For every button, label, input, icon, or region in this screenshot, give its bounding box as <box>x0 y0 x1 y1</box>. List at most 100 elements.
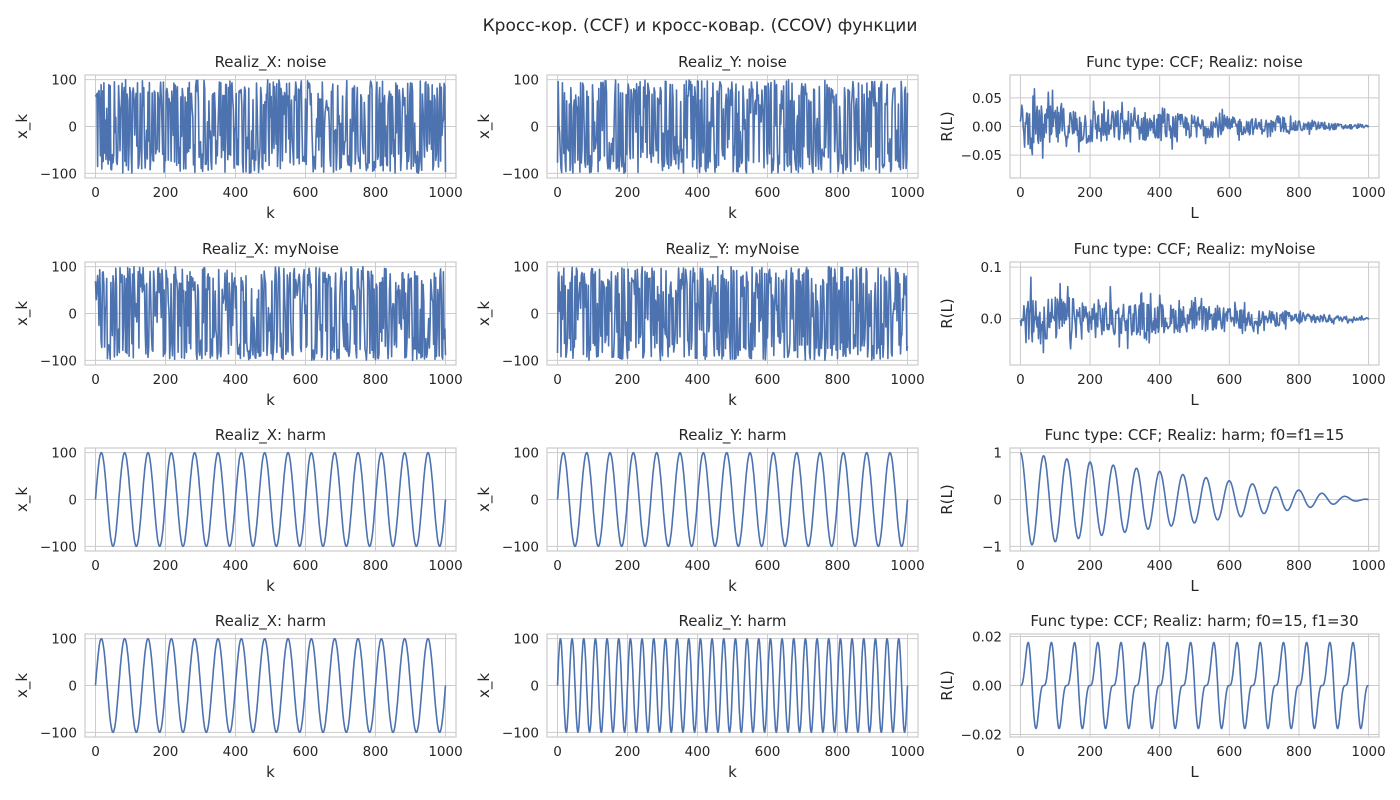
x-tick-label: 600 <box>755 185 781 201</box>
subplot-3: 0 200 400 600 800 1000 0.05 0.00 −0.05 Func type:… <box>938 53 1386 222</box>
x-tick-label: 0 <box>1016 744 1025 760</box>
x-tick-label: 400 <box>223 185 249 201</box>
x-axis-label: k <box>728 204 737 222</box>
subplot-title: Func type: CCF; Realiz: myNoise <box>1074 240 1316 258</box>
x-tick-label: 200 <box>615 372 641 388</box>
y-tick-label: −0.02 <box>961 728 1002 744</box>
x-tick-label: 1000 <box>428 558 462 574</box>
x-tick-label: 600 <box>755 372 781 388</box>
subplot-title: Realiz_X: myNoise <box>202 240 339 259</box>
subplot-title: Realiz_Y: harm <box>678 612 786 631</box>
x-tick-label: 800 <box>825 185 851 201</box>
x-tick-label: 800 <box>825 372 851 388</box>
subplot-12: 0 200 400 600 800 1000 0.02 0.00 −0.02 Func type:… <box>938 612 1386 781</box>
x-tick-label: 800 <box>825 744 851 760</box>
y-tick-label: 100 <box>51 73 77 89</box>
x-tick-label: 0 <box>91 185 100 201</box>
series-line <box>556 79 909 175</box>
x-tick-label: 200 <box>153 558 179 574</box>
y-tick-label: −100 <box>40 539 77 555</box>
series-line <box>94 451 447 548</box>
subplot-title: Realiz_Y: noise <box>678 53 787 72</box>
x-tick-label: 200 <box>1077 744 1103 760</box>
x-tick-label: 600 <box>1216 185 1242 201</box>
y-tick-label: 100 <box>513 73 539 89</box>
figure-suptitle: Кросс-кор. (CCF) и кросс-ковар. (CCOV) ф… <box>483 16 918 36</box>
x-axis-label: k <box>266 204 275 222</box>
x-tick-label: 200 <box>153 185 179 201</box>
y-tick-label: 100 <box>51 632 77 648</box>
x-tick-label: 800 <box>363 372 389 388</box>
subplot-title: Realiz_X: harm <box>215 426 326 445</box>
subplot-title: Func type: CCF; Realiz: harm; f0=15, f1=… <box>1030 612 1358 630</box>
x-tick-label: 600 <box>1216 558 1242 574</box>
x-tick-label: 1000 <box>890 558 924 574</box>
x-tick-label: 0 <box>1016 558 1025 574</box>
x-axis-label: L <box>1190 763 1199 781</box>
x-tick-label: 0 <box>1016 185 1025 201</box>
x-tick-label: 600 <box>755 558 781 574</box>
subplot-6: 0 200 400 600 800 1000 0.1 0.0 Func type: CCF; R… <box>938 240 1386 409</box>
x-tick-label: 1000 <box>428 185 462 201</box>
x-tick-label: 400 <box>1147 185 1173 201</box>
series-line <box>1019 88 1370 159</box>
x-tick-label: 800 <box>363 558 389 574</box>
x-tick-label: 1000 <box>890 185 924 201</box>
x-tick-label: 600 <box>293 744 319 760</box>
y-axis-label: x_k <box>475 114 494 139</box>
y-tick-label: 100 <box>51 446 77 462</box>
y-axis-label: x_k <box>13 301 32 326</box>
x-tick-label: 0 <box>553 372 562 388</box>
y-axis-label: R(L) <box>938 111 956 141</box>
y-tick-label: 100 <box>513 260 539 276</box>
x-tick-label: 200 <box>153 744 179 760</box>
x-axis-label: k <box>728 391 737 409</box>
x-tick-label: 0 <box>91 744 100 760</box>
series-line <box>556 451 909 548</box>
y-tick-label: −0.05 <box>961 148 1002 164</box>
x-tick-label: 400 <box>685 372 711 388</box>
y-tick-label: 0 <box>68 493 77 509</box>
x-tick-label: 1000 <box>1351 744 1385 760</box>
x-axis-label: k <box>728 577 737 595</box>
y-tick-label: −100 <box>40 353 77 369</box>
x-tick-label: 0 <box>91 372 100 388</box>
subplot-title: Realiz_Y: myNoise <box>666 240 800 259</box>
subplot-9: 0 200 400 600 800 1000 1 0 −1 Func type: CCF; Rea… <box>938 426 1386 595</box>
series-line <box>1019 276 1370 354</box>
x-axis-label: k <box>728 763 737 781</box>
y-tick-label: −100 <box>502 539 539 555</box>
x-tick-label: 800 <box>1286 558 1312 574</box>
x-tick-label: 0 <box>553 185 562 201</box>
y-tick-label: 0 <box>68 120 77 136</box>
x-tick-label: 600 <box>293 185 319 201</box>
series-line <box>94 637 447 734</box>
x-tick-label: 200 <box>1077 558 1103 574</box>
subplot-title: Func type: CCF; Realiz: harm; f0=f1=15 <box>1045 426 1345 444</box>
y-tick-label: 0.02 <box>972 629 1002 645</box>
y-tick-label: 0 <box>530 120 539 136</box>
y-tick-label: 1 <box>993 446 1002 462</box>
x-tick-label: 200 <box>1077 372 1103 388</box>
series-line <box>1020 641 1369 730</box>
y-axis-label: R(L) <box>938 298 956 328</box>
x-tick-label: 400 <box>223 372 249 388</box>
x-tick-label: 800 <box>1286 185 1312 201</box>
y-tick-label: 0.00 <box>972 120 1002 136</box>
y-tick-label: 0 <box>530 493 539 509</box>
x-tick-label: 800 <box>1286 744 1312 760</box>
x-tick-label: 400 <box>1147 558 1173 574</box>
y-tick-label: 0.1 <box>981 260 1002 276</box>
x-tick-label: 0 <box>553 744 562 760</box>
x-tick-label: 600 <box>1216 372 1242 388</box>
y-tick-label: 0 <box>68 307 77 323</box>
x-tick-label: 200 <box>153 372 179 388</box>
series-line <box>556 265 909 361</box>
x-axis-label: k <box>266 577 275 595</box>
y-tick-label: 0.05 <box>972 91 1002 107</box>
